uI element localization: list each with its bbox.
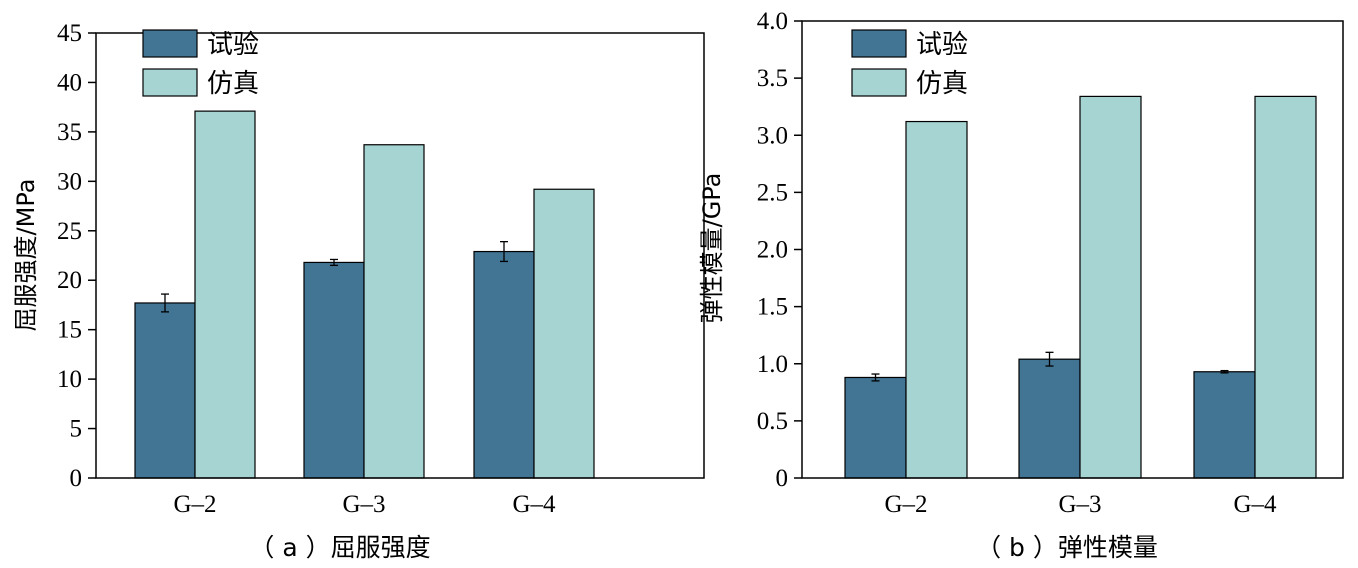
panel-a-xtick-label: G–3	[342, 491, 385, 518]
panel-b-legend-swatch-test	[851, 29, 907, 58]
panel-a-legend: 试验 仿真	[142, 29, 259, 99]
panel-a-error-bar	[330, 258, 338, 267]
panel-b-ytick-label: 1.0	[757, 351, 788, 378]
panel-b-ylabel: 弹性模量/GPa	[698, 173, 726, 324]
panel-b-ytick-label: 0	[776, 465, 789, 492]
panel-b-bar-sim	[905, 120, 968, 479]
panel-a-ytick-label: 5	[70, 416, 83, 443]
panel-b-legend: 试验 仿真	[851, 29, 968, 99]
panel-b-ytick-label: 2.0	[757, 237, 788, 264]
panel-a-bar-test	[473, 250, 535, 479]
panel-b-ytick-label: 4.0	[757, 8, 788, 35]
panel-a-bar-test	[303, 261, 365, 479]
panel-b: 0 0.5 1.0 1.5 2.0 2.5 3.0 3.5 4.0 G–2 G–3 G–4 弹性模量/…	[698, 8, 1344, 562]
panel-a-ytick-label: 45	[57, 20, 82, 47]
panel-b-caption: （ b ）弹性模量	[976, 533, 1158, 562]
panel-a-ytick-label: 15	[57, 317, 82, 344]
panel-b-legend-swatch-sim	[851, 68, 907, 97]
panel-a: 0 5 10 15 20 25 30 35 40 45 G–2 G–3 G–4 屈服强度/MPa 试验 …	[12, 20, 705, 562]
panel-b-legend-test: 试验	[916, 30, 968, 60]
panel-a-bar-test	[134, 302, 196, 479]
panel-a-ylabel: 屈服强度/MPa	[12, 179, 40, 332]
panel-b-bar-test	[1193, 371, 1256, 479]
panel-b-plot-frame	[801, 20, 1344, 479]
panel-a-ytick-label: 35	[57, 119, 82, 146]
panel-a-ytick-label: 25	[57, 218, 82, 245]
panel-b-xtick-label: G–2	[884, 491, 927, 518]
panel-b-ytick-label: 3.5	[757, 65, 788, 92]
panel-a-legend-test: 试验	[207, 30, 259, 60]
panel-a-ytick-label: 0	[70, 465, 83, 492]
panel-a-bar-sim	[194, 110, 256, 479]
panel-b-ticks: 0 0.5 1.0 1.5 2.0 2.5 3.0 3.5 4.0 G–2 G–3 G–4	[757, 8, 1277, 518]
panel-a-legend-sim: 仿真	[207, 69, 259, 99]
panel-b-ytick-label: 1.5	[757, 294, 788, 321]
panel-a-xtick-label: G–2	[173, 491, 216, 518]
panel-b-bar-test	[1018, 358, 1081, 479]
panel-a-ytick-label: 20	[57, 267, 82, 294]
panel-a-error-bar	[161, 293, 169, 313]
panel-b-xtick-label: G–3	[1058, 491, 1101, 518]
panel-b-ytick-label: 2.5	[757, 179, 788, 206]
panel-b-bar-sim	[1254, 95, 1317, 479]
panel-a-ytick-label: 30	[57, 168, 82, 195]
panel-a-ytick-label: 10	[57, 366, 82, 393]
panel-b-ytick-label: 3.0	[757, 122, 788, 149]
panel-b-xtick-label: G–4	[1233, 491, 1277, 518]
panel-a-bar-sim	[533, 188, 595, 479]
panel-a-legend-swatch-sim	[142, 68, 198, 97]
panel-a-ytick-label: 40	[57, 69, 82, 96]
panel-b-error-bar	[1045, 351, 1054, 367]
panel-b-error-bar	[1220, 369, 1229, 374]
panel-a-plot-frame	[95, 32, 705, 479]
panel-a-ticks: 0 5 10 15 20 25 30 35 40 45 G–2 G–3 G–4	[57, 20, 556, 518]
panel-b-bar-test	[844, 376, 907, 479]
panel-a-legend-swatch-test	[142, 29, 198, 58]
panel-b-legend-sim: 仿真	[916, 69, 968, 99]
panel-a-bars	[134, 110, 595, 479]
panel-b-ytick-label: 0.5	[757, 408, 788, 435]
panel-a-xtick-label: G–4	[512, 491, 556, 518]
panel-a-error-bar	[500, 241, 508, 263]
panel-b-bars	[844, 95, 1317, 479]
panel-a-caption: （ a ）屈服强度	[249, 533, 430, 562]
panel-b-bar-sim	[1079, 95, 1142, 479]
panel-b-error-bar	[871, 373, 880, 382]
panel-a-bar-sim	[363, 144, 425, 479]
